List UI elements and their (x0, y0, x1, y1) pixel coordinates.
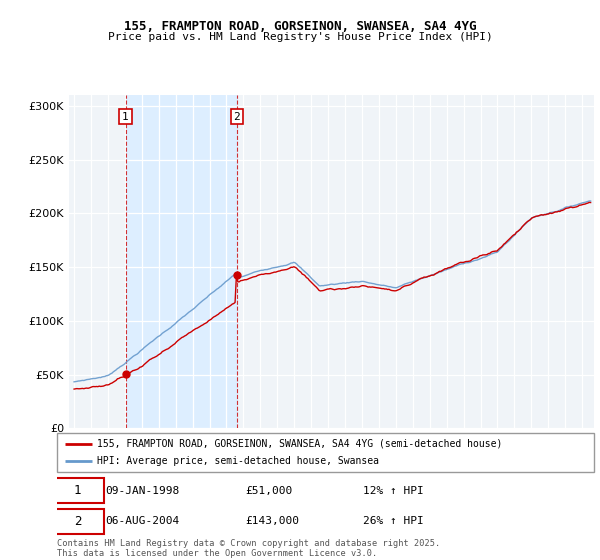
Text: 2: 2 (233, 111, 240, 122)
Text: 155, FRAMPTON ROAD, GORSEINON, SWANSEA, SA4 4YG (semi-detached house): 155, FRAMPTON ROAD, GORSEINON, SWANSEA, … (97, 438, 503, 449)
Text: 2: 2 (74, 515, 81, 528)
Text: 12% ↑ HPI: 12% ↑ HPI (363, 486, 424, 496)
Text: Contains HM Land Registry data © Crown copyright and database right 2025.
This d: Contains HM Land Registry data © Crown c… (57, 539, 440, 558)
Bar (125, 95, 236, 428)
Text: 06-AUG-2004: 06-AUG-2004 (106, 516, 179, 526)
Text: 155, FRAMPTON ROAD, GORSEINON, SWANSEA, SA4 4YG: 155, FRAMPTON ROAD, GORSEINON, SWANSEA, … (124, 20, 476, 32)
FancyBboxPatch shape (57, 433, 594, 472)
Text: 26% ↑ HPI: 26% ↑ HPI (363, 516, 424, 526)
Text: 1: 1 (122, 111, 129, 122)
Text: 1: 1 (74, 484, 81, 497)
Text: £51,000: £51,000 (245, 486, 292, 496)
Text: 09-JAN-1998: 09-JAN-1998 (106, 486, 179, 496)
FancyBboxPatch shape (50, 478, 104, 503)
FancyBboxPatch shape (50, 508, 104, 534)
Text: HPI: Average price, semi-detached house, Swansea: HPI: Average price, semi-detached house,… (97, 456, 379, 466)
Text: Price paid vs. HM Land Registry's House Price Index (HPI): Price paid vs. HM Land Registry's House … (107, 32, 493, 43)
Text: £143,000: £143,000 (245, 516, 299, 526)
